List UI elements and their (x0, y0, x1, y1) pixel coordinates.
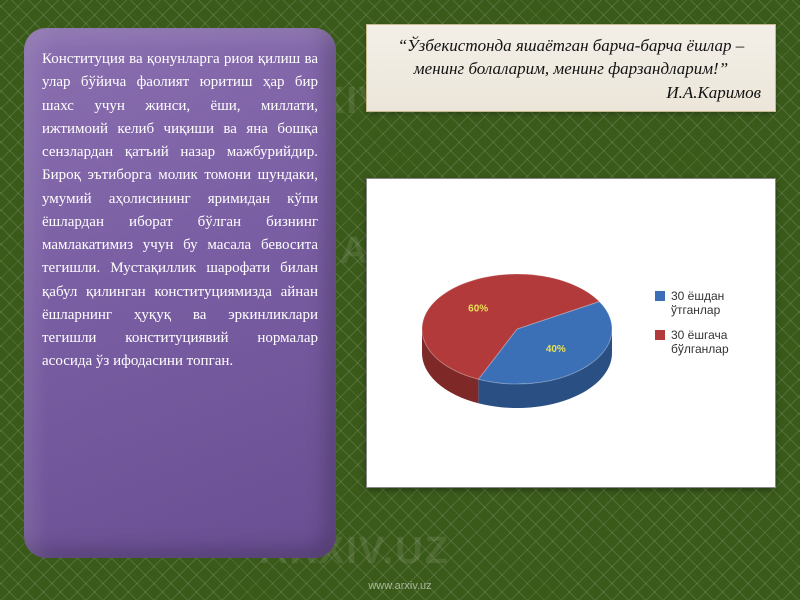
svg-text:60%: 60% (468, 303, 488, 314)
legend-label: 30 ёшгача бўлганлар (671, 328, 765, 357)
quote-author: И.А.Каримов (381, 83, 761, 103)
legend-item: 30 ёшгача бўлганлар (655, 328, 765, 357)
footer-url: www.arxiv.uz (0, 580, 800, 592)
legend-swatch (655, 291, 665, 301)
legend-label: 30 ёшдан ўтганлар (671, 289, 765, 318)
svg-text:40%: 40% (546, 344, 566, 355)
legend-item: 30 ёшдан ўтганлар (655, 289, 765, 318)
quote-text: “Ўзбекистонда яшаётган барча-барча ёшлар… (381, 35, 761, 81)
pie-chart-panel: 40% 60% 30 ёшдан ўтганлар 30 ёшгача бўлга… (366, 178, 776, 488)
pie-chart: 40% 60% (367, 179, 657, 489)
text-panel: Конституция ва қонунларга риоя қилиш ва … (24, 28, 336, 558)
chart-legend: 30 ёшдан ўтганлар 30 ёшгача бўлганлар (655, 289, 765, 367)
legend-swatch (655, 330, 665, 340)
quote-box: “Ўзбекистонда яшаётган барча-барча ёшлар… (366, 24, 776, 112)
body-paragraph: Конституция ва қонунларга риоя қилиш ва … (42, 48, 318, 374)
